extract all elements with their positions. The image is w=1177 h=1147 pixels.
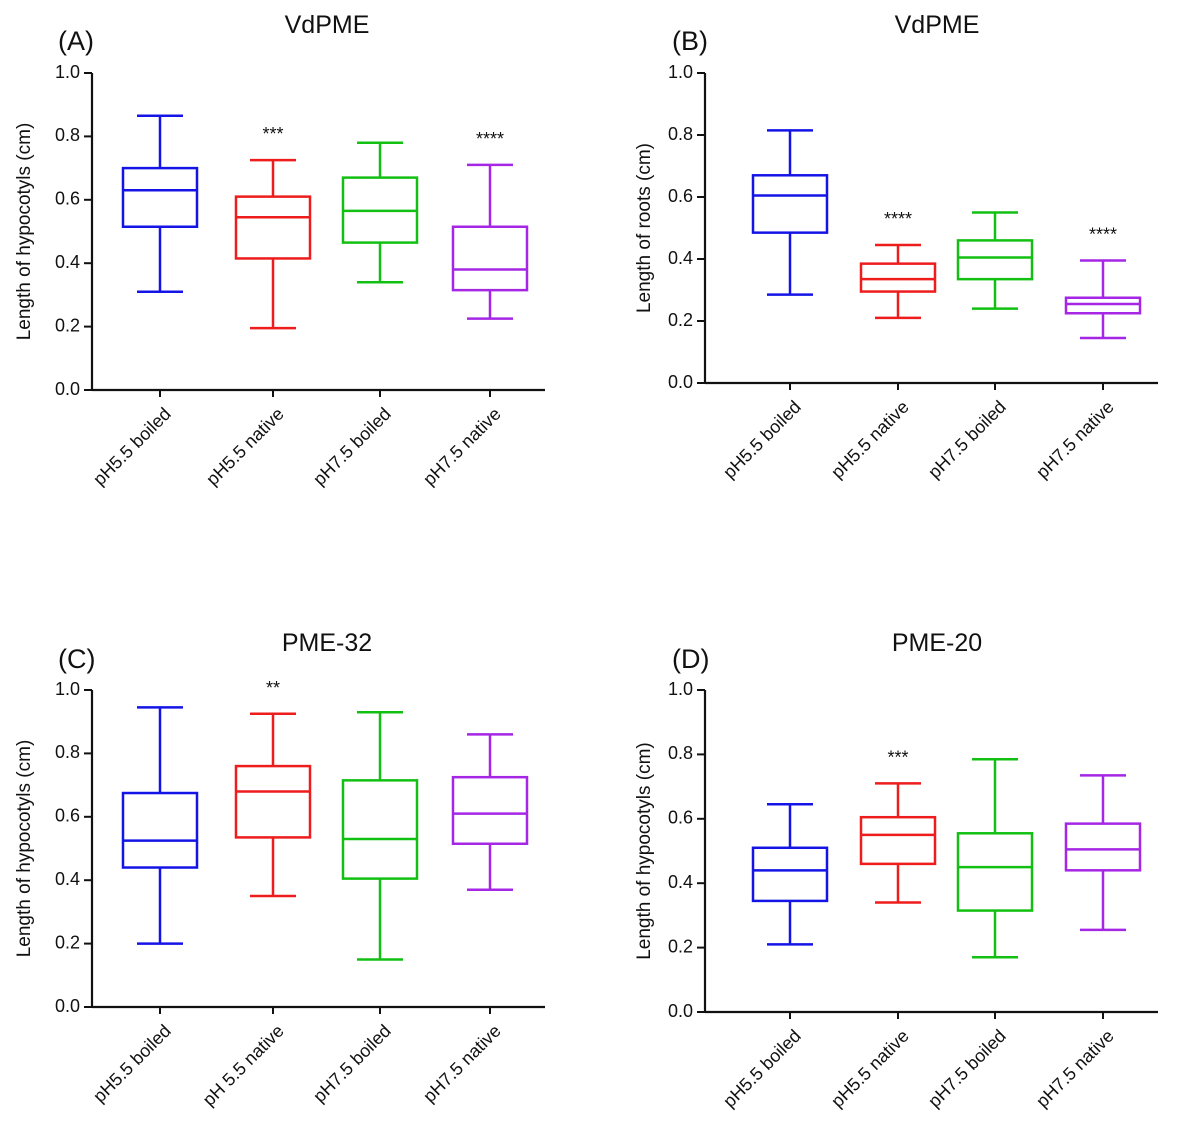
box-4: **** <box>1064 225 1142 340</box>
chart-title: PME-32 <box>282 629 372 657</box>
box-3 <box>341 141 419 284</box>
x-tick-label: pH5.5 boiled <box>89 404 175 490</box>
x-tick-label: pH7.5 boiled <box>924 397 1010 483</box>
panel-label: (C) <box>58 644 95 674</box>
panel-label: (B) <box>672 26 708 56</box>
box-4 <box>451 733 529 891</box>
x-tick-label: pH5.5 native <box>202 404 288 490</box>
y-tick-label: 0.4 <box>668 872 693 892</box>
x-tick-label: pH7.5 boiled <box>924 1026 1010 1112</box>
iqr-box <box>121 166 199 228</box>
x-tick-label: pH 5.5 native <box>199 1021 288 1110</box>
y-tick-label: 0.4 <box>55 869 80 889</box>
box-1 <box>751 803 829 946</box>
x-tick-label: pH7.5 native <box>419 404 505 490</box>
x-tick-label: pH5.5 boiled <box>719 397 805 483</box>
iqr-box <box>1064 296 1142 315</box>
box-1 <box>751 129 829 296</box>
y-axis-label: Length of hypocotyls (cm) <box>634 742 655 960</box>
significance-label: **** <box>476 129 504 149</box>
box-2: *** <box>859 747 937 904</box>
iqr-box <box>451 775 529 845</box>
x-tick-label: pH7.5 native <box>419 1021 505 1107</box>
panel-label: (D) <box>672 644 709 674</box>
x-tick-label: pH7.5 native <box>1032 397 1118 483</box>
chart-panel-d: (D) PME-20 Length of hypocotyls (cm) 0.0 0.2… <box>634 629 1158 1111</box>
box-4 <box>1064 774 1142 932</box>
iqr-box <box>859 815 937 866</box>
iqr-box <box>234 764 312 839</box>
significance-label: **** <box>884 209 912 229</box>
iqr-box <box>956 832 1034 912</box>
iqr-box <box>751 174 829 234</box>
y-tick-label: 1.0 <box>668 679 693 699</box>
x-tick-label: pH7.5 boiled <box>309 404 395 490</box>
y-tick-label: 0.2 <box>668 936 693 956</box>
iqr-box <box>234 195 312 260</box>
significance-label: **** <box>1089 225 1117 245</box>
significance-label: *** <box>262 124 283 144</box>
x-tick-label: pH7.5 native <box>1032 1026 1118 1112</box>
y-tick-label: 1.0 <box>668 62 693 82</box>
x-tick-label: pH5.5 boiled <box>89 1021 175 1107</box>
box-2: **** <box>859 209 937 320</box>
box-1 <box>121 114 199 293</box>
significance-label: *** <box>887 747 908 767</box>
y-tick-label: 0.6 <box>668 186 693 206</box>
y-tick-label: 0.8 <box>668 124 693 144</box>
chart-panel-c: (C) PME-32 Length of hypocotyls (cm) 0.0 0.2… <box>14 629 545 1110</box>
iqr-box <box>751 846 829 903</box>
y-tick-label: 0.0 <box>55 996 80 1016</box>
y-tick-label: 0.0 <box>668 1001 693 1021</box>
iqr-box <box>956 239 1034 281</box>
y-axis-label: Length of hypocotyls (cm) <box>14 123 35 341</box>
y-axis-label: Length of roots (cm) <box>634 143 655 313</box>
y-tick-label: 0.0 <box>55 379 80 399</box>
x-tick-label: pH5.5 native <box>827 397 913 483</box>
y-tick-label: 0.4 <box>668 248 693 268</box>
y-tick-label: 0.2 <box>55 932 80 952</box>
x-tick-label: pH5.5 boiled <box>719 1026 805 1112</box>
panel-label: (A) <box>58 26 94 56</box>
y-tick-label: 0.6 <box>55 806 80 826</box>
y-tick-label: 1.0 <box>55 679 80 699</box>
box-1 <box>121 706 199 945</box>
y-tick-label: 0.2 <box>55 315 80 335</box>
iqr-box <box>859 262 937 293</box>
significance-label: ** <box>266 678 280 698</box>
box-3 <box>341 710 419 961</box>
chart-title: VdPME <box>895 11 980 39</box>
x-tick-label: pH7.5 boiled <box>309 1021 395 1107</box>
box-2: *** <box>234 124 312 330</box>
y-tick-label: 0.8 <box>668 743 693 763</box>
y-tick-label: 1.0 <box>55 62 80 82</box>
y-tick-label: 0.8 <box>55 742 80 762</box>
box-3 <box>956 757 1034 959</box>
iqr-box <box>341 779 419 880</box>
y-axis-label: Length of hypocotyls (cm) <box>14 740 35 958</box>
y-tick-label: 0.6 <box>55 189 80 209</box>
chart-title: VdPME <box>285 11 370 39</box>
x-tick-label: pH5.5 native <box>827 1026 913 1112</box>
y-tick-label: 0.4 <box>55 252 80 272</box>
chart-panel-a: (A) VdPME Length of hypocotyls (cm) 0.0 0.2 0… <box>14 11 545 489</box>
y-tick-label: 0.6 <box>668 808 693 828</box>
chart-panel-b: (B) VdPME Length of roots (cm) 0.0 0.2 0.4 0.6… <box>634 11 1158 482</box>
iqr-box <box>121 791 199 869</box>
box-2: ** <box>234 678 312 898</box>
y-tick-label: 0.0 <box>668 372 693 392</box>
box-4: **** <box>451 129 529 320</box>
chart-title: PME-20 <box>892 629 982 657</box>
y-tick-label: 0.2 <box>668 310 693 330</box>
iqr-box <box>1064 822 1142 872</box>
box-3 <box>956 211 1034 310</box>
y-tick-label: 0.8 <box>55 125 80 145</box>
iqr-box <box>451 225 529 292</box>
